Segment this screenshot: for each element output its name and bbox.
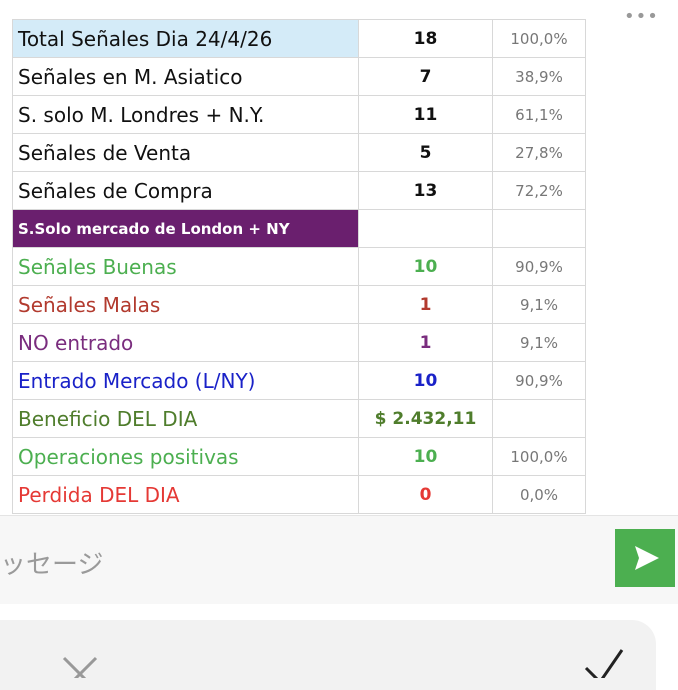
table-row: Señales de Compra 13 72,2% bbox=[12, 171, 586, 210]
row-percent bbox=[492, 399, 586, 438]
row-value: 18 bbox=[358, 19, 493, 58]
row-value: $ 2.432,11 bbox=[358, 399, 493, 438]
row-value: 11 bbox=[358, 95, 493, 134]
row-label: NO entrado bbox=[12, 323, 359, 362]
table-row: Entrado Mercado (L/NY) 10 90,9% bbox=[12, 361, 586, 400]
input-bar: ッセージ bbox=[0, 515, 678, 604]
row-value: 5 bbox=[358, 133, 493, 172]
table-row: Señales de Venta 5 27,8% bbox=[12, 133, 586, 172]
row-label: Señales de Compra bbox=[12, 171, 359, 210]
table-row: S. solo M. Londres + N.Y. 11 61,1% bbox=[12, 95, 586, 134]
table-row: Señales Buenas 10 90,9% bbox=[12, 247, 586, 286]
row-label: S. solo M. Londres + N.Y. bbox=[12, 95, 359, 134]
row-percent: 9,1% bbox=[492, 285, 586, 324]
cancel-icon[interactable] bbox=[62, 656, 98, 690]
row-label: Señales de Venta bbox=[12, 133, 359, 172]
row-value: 10 bbox=[358, 247, 493, 286]
table-row: NO entrado 1 9,1% bbox=[12, 323, 586, 362]
table-row: Perdida DEL DIA 0 0,0% bbox=[12, 475, 586, 514]
table-row: Operaciones positivas 10 100,0% bbox=[12, 437, 586, 476]
row-label: Beneficio DEL DIA bbox=[12, 399, 359, 438]
row-value: 13 bbox=[358, 171, 493, 210]
table-row: Señales en M. Asiatico 7 38,9% bbox=[12, 57, 586, 96]
row-percent: 100,0% bbox=[492, 437, 586, 476]
row-percent: 61,1% bbox=[492, 95, 586, 134]
row-percent bbox=[492, 209, 586, 248]
row-value: 7 bbox=[358, 57, 493, 96]
table-row: Total Señales Dia 24/4/26 18 100,0% bbox=[12, 19, 586, 58]
row-percent: 72,2% bbox=[492, 171, 586, 210]
bottom-panel bbox=[0, 620, 656, 690]
send-button[interactable] bbox=[615, 529, 675, 587]
row-value: 0 bbox=[358, 475, 493, 514]
row-label: Señales Malas bbox=[12, 285, 359, 324]
row-value: 1 bbox=[358, 323, 493, 362]
row-value: 1 bbox=[358, 285, 493, 324]
send-icon bbox=[635, 546, 659, 570]
row-label: Señales en M. Asiatico bbox=[12, 57, 359, 96]
row-label: Entrado Mercado (L/NY) bbox=[12, 361, 359, 400]
menu-dots[interactable]: ••• bbox=[624, 6, 659, 27]
row-percent: 90,9% bbox=[492, 361, 586, 400]
table-row: Señales Malas 1 9,1% bbox=[12, 285, 586, 324]
row-percent: 38,9% bbox=[492, 57, 586, 96]
row-percent: 9,1% bbox=[492, 323, 586, 362]
row-label: Total Señales Dia 24/4/26 bbox=[12, 19, 359, 58]
row-value: 10 bbox=[358, 437, 493, 476]
row-percent: 0,0% bbox=[492, 475, 586, 514]
row-value: 10 bbox=[358, 361, 493, 400]
table-row: Beneficio DEL DIA $ 2.432,11 bbox=[12, 399, 586, 438]
row-label: Señales Buenas bbox=[12, 247, 359, 286]
row-percent: 27,8% bbox=[492, 133, 586, 172]
row-percent: 100,0% bbox=[492, 19, 586, 58]
row-percent: 90,9% bbox=[492, 247, 586, 286]
row-label: Perdida DEL DIA bbox=[12, 475, 359, 514]
bottom-icons bbox=[62, 649, 624, 690]
table-row: S.Solo mercado de London + NY bbox=[12, 209, 586, 248]
stats-table: Total Señales Dia 24/4/26 18 100,0% Señales… bbox=[12, 19, 586, 514]
message-placeholder[interactable]: ッセージ bbox=[0, 550, 104, 580]
row-label: S.Solo mercado de London + NY bbox=[12, 209, 359, 248]
row-label: Operaciones positivas bbox=[12, 437, 359, 476]
row-value bbox=[358, 209, 493, 248]
confirm-icon[interactable] bbox=[584, 649, 624, 685]
